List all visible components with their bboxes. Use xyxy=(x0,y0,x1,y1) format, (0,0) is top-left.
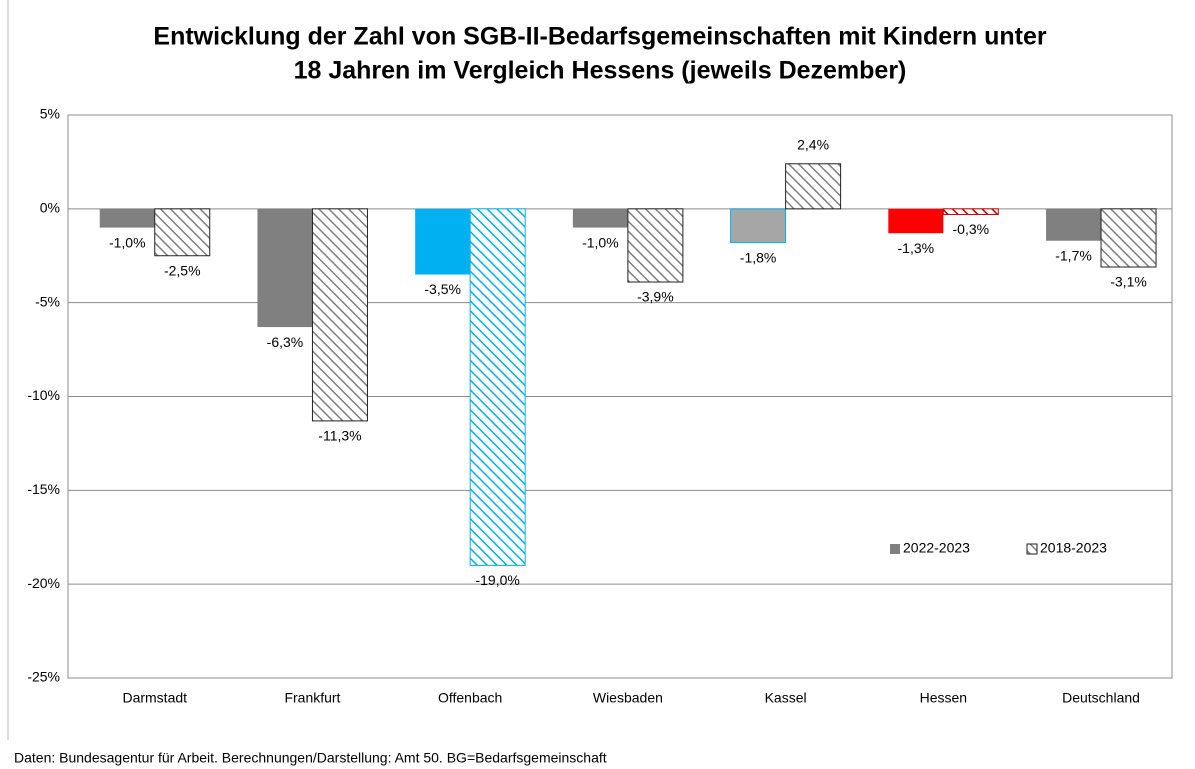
bar xyxy=(572,208,628,228)
x-tick-label: Darmstadt xyxy=(122,690,187,706)
y-tick-label: -15% xyxy=(27,481,60,497)
source-note: Daten: Bundesagentur für Arbeit. Berechn… xyxy=(14,750,607,766)
bar xyxy=(888,208,944,234)
y-tick-label: -5% xyxy=(35,293,60,309)
data-label: -3,9% xyxy=(637,289,674,305)
plot-border xyxy=(67,114,1173,679)
bar xyxy=(415,208,471,275)
x-tick-label: Kassel xyxy=(765,690,807,706)
y-tick-label: -25% xyxy=(27,669,60,685)
data-label: -11,3% xyxy=(318,428,361,444)
bar xyxy=(730,208,787,244)
data-label: -1,0% xyxy=(582,234,619,250)
legend-swatch xyxy=(1026,543,1038,555)
y-tick-label: 5% xyxy=(40,106,60,122)
x-tick-label: Deutschland xyxy=(1062,690,1140,706)
bar xyxy=(627,208,684,283)
legend-swatch xyxy=(890,544,900,554)
bar xyxy=(154,208,211,257)
x-tick-label: Wiesbaden xyxy=(593,690,663,706)
data-label: -6,3% xyxy=(267,334,304,350)
chart-title: 18 Jahren im Vergleich Hessens (jeweils … xyxy=(294,57,907,85)
data-label: -1,3% xyxy=(898,240,935,256)
bar xyxy=(311,208,368,422)
bar xyxy=(942,208,999,215)
bar xyxy=(785,163,842,210)
chart-title: Entwicklung der Zahl von SGB-II-Bedarfsg… xyxy=(153,23,1046,51)
legend-label: 2018-2023 xyxy=(1040,540,1107,556)
y-tick-label: 0% xyxy=(40,200,60,216)
legend-label: 2022-2023 xyxy=(903,540,970,556)
x-tick-label: Offenbach xyxy=(438,690,502,706)
bar xyxy=(1100,208,1157,268)
data-label: -0,3% xyxy=(953,221,990,237)
bar xyxy=(1046,208,1102,241)
y-tick-label: -10% xyxy=(27,387,60,403)
data-label: 2,4% xyxy=(797,136,829,152)
y-tick-label: -20% xyxy=(27,575,60,591)
bar xyxy=(469,208,526,566)
x-tick-label: Hessen xyxy=(920,690,967,706)
x-tick-label: Frankfurt xyxy=(284,690,340,706)
data-label: -1,8% xyxy=(740,249,777,265)
data-label: -3,1% xyxy=(1110,274,1147,290)
bar xyxy=(99,208,155,228)
bar xyxy=(257,208,313,328)
data-label: -19,0% xyxy=(475,572,519,588)
data-label: -3,5% xyxy=(424,281,461,297)
data-label: -1,7% xyxy=(1055,247,1092,263)
data-label: -1,0% xyxy=(109,234,146,250)
data-label: -2,5% xyxy=(164,262,201,278)
